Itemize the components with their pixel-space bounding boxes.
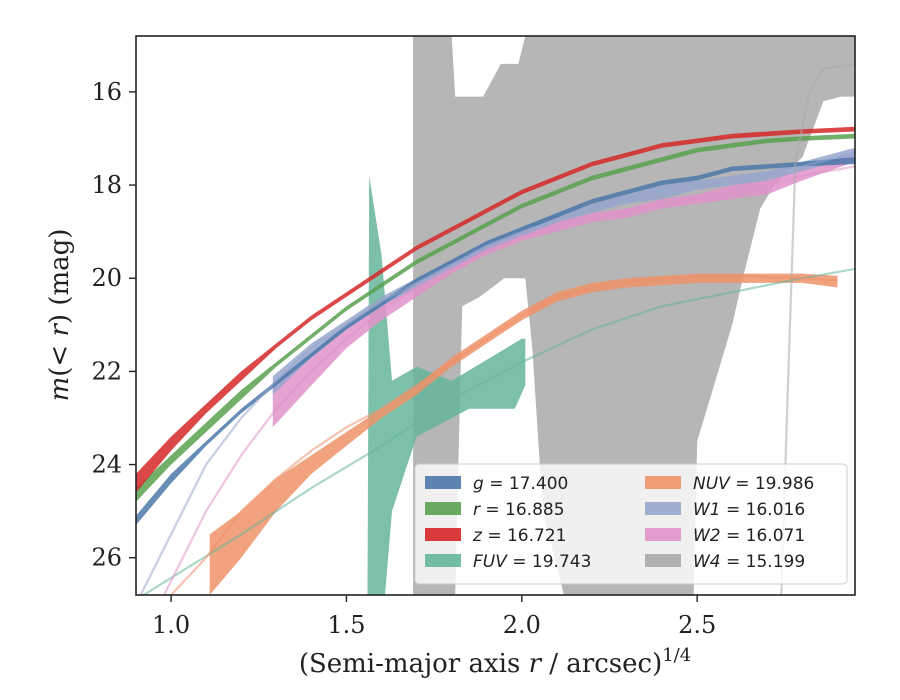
series-line-W4: [780, 62, 855, 595]
plot-area: [136, 36, 855, 595]
legend-label-NUV: NUV = 19.986: [693, 474, 814, 494]
x-tick-label: 1.0: [152, 611, 190, 639]
x-axis-title: (Semi-major axis r / arcsec)1/4: [299, 645, 691, 679]
x-axis-title-sup: 1/4: [662, 645, 691, 666]
y-axis-title-close: ) (mag): [45, 229, 75, 325]
y-tick-label: 16: [91, 78, 122, 106]
legend-label-g: g = 17.400: [473, 474, 568, 494]
legend-label-FUV: FUV = 19.743: [473, 552, 591, 572]
y-axis-title-r: r: [45, 323, 75, 337]
x-tick-label: 2.5: [678, 611, 716, 639]
legend-label-W1: W1 = 16.016: [693, 500, 805, 520]
legend-box: [414, 463, 848, 585]
legend-swatch-FUV: [425, 554, 461, 567]
legend-label-r: r = 16.885: [473, 500, 565, 520]
legend-label-W4: W4 = 15.199: [693, 552, 805, 572]
series-line-NUV: [168, 274, 838, 595]
x-tick-label: 2.0: [503, 611, 541, 639]
series-line-W2: [162, 165, 855, 595]
y-tick-label: 26: [91, 544, 122, 572]
y-axis-title-m: m: [45, 377, 75, 402]
series-band-FUV: [367, 175, 526, 595]
x-axis-title-suffix: / arcsec): [541, 649, 662, 679]
legend-label-W2: W2 = 16.071: [693, 526, 805, 546]
legend-swatch-W4: [645, 554, 681, 567]
x-axis-title-prefix: (Semi-major axis: [299, 649, 529, 679]
axis-ticks: 1.0 1.5 2.0 2.5 16 18 20 22 24 26: [91, 78, 716, 639]
legend-swatch-r: [425, 502, 461, 515]
y-tick-label: 20: [91, 264, 122, 292]
legend-swatch-z: [425, 528, 461, 541]
legend-swatch-NUV: [645, 476, 681, 489]
legend-swatch-W2: [645, 528, 681, 541]
y-tick-label: 22: [91, 357, 122, 385]
series-band-W1: [272, 147, 855, 395]
legend-swatch-W1: [645, 502, 681, 515]
series-line-FUV: [141, 267, 855, 595]
series-line-W1: [139, 151, 855, 595]
plot-frame: [135, 35, 856, 596]
x-axis-title-var: r: [529, 649, 543, 679]
y-axis-title-open: (: [45, 367, 75, 377]
legend-label-z: z = 16.721: [472, 526, 566, 546]
legend-swatch-g: [425, 476, 461, 489]
series-band-W2: [272, 152, 855, 428]
y-tick-label: 24: [91, 451, 122, 479]
x-tick-label: 1.5: [327, 611, 365, 639]
y-tick-label: 18: [91, 171, 122, 199]
y-axis-title: m(< r) (mag): [45, 229, 75, 402]
y-axis-title-lt: <: [45, 337, 75, 367]
legend: g = 17.400 r = 16.885 z = 16.721 FUV = 19.7…: [414, 463, 848, 585]
